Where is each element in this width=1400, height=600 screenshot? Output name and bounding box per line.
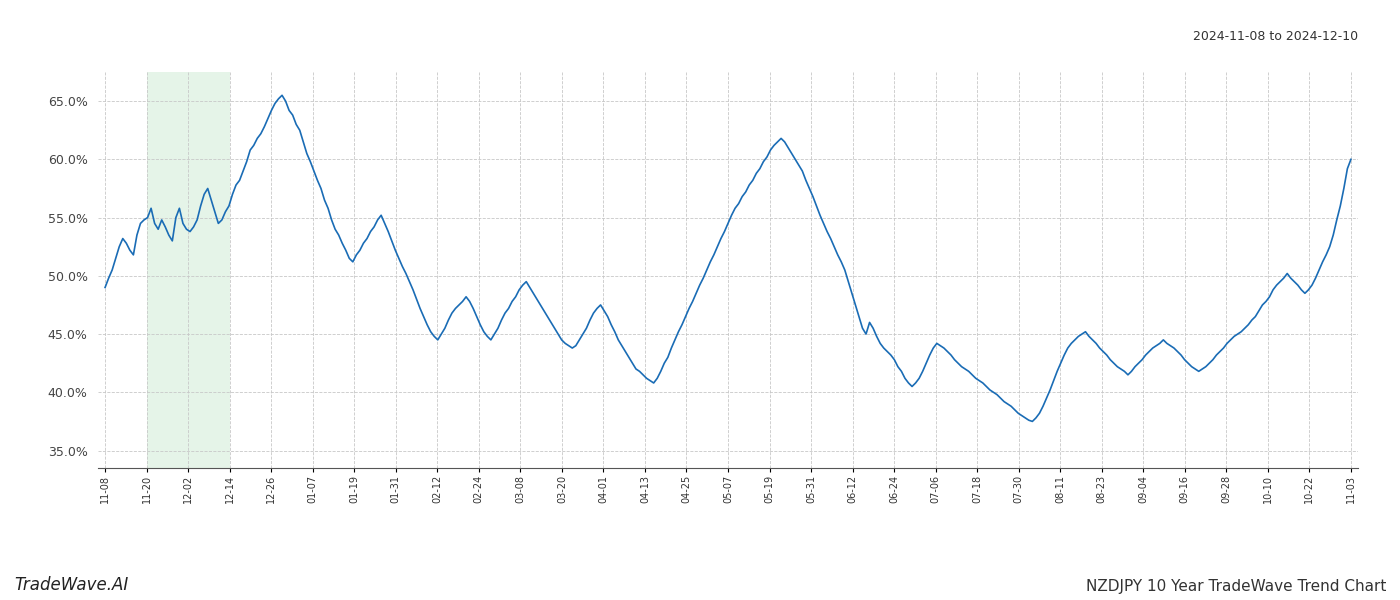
Text: TradeWave.AI: TradeWave.AI [14,576,129,594]
Bar [147,72,230,468]
Text: 2024-11-08 to 2024-12-10: 2024-11-08 to 2024-12-10 [1193,30,1358,43]
Text: NZDJPY 10 Year TradeWave Trend Chart: NZDJPY 10 Year TradeWave Trend Chart [1085,579,1386,594]
